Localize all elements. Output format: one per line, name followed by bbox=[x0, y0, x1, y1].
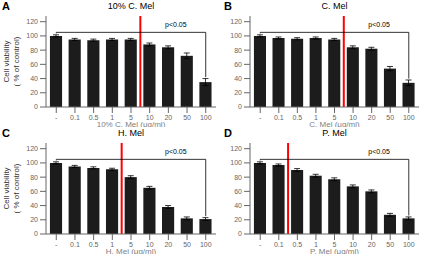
svg-text:Cell viability( % of control): Cell viability( % of control) bbox=[2, 163, 21, 213]
svg-text:20: 20 bbox=[368, 241, 376, 248]
svg-text:80: 80 bbox=[234, 174, 242, 181]
svg-text:p<0.05: p<0.05 bbox=[165, 21, 187, 29]
svg-text:60: 60 bbox=[30, 61, 38, 68]
svg-text:0.5: 0.5 bbox=[89, 241, 99, 248]
svg-text:5: 5 bbox=[129, 114, 133, 121]
svg-text:10: 10 bbox=[145, 241, 154, 248]
svg-text:40: 40 bbox=[30, 75, 38, 82]
svg-text:120: 120 bbox=[230, 145, 242, 152]
svg-text:Cell viability( % of control): Cell viability( % of control) bbox=[2, 36, 21, 86]
svg-text:0.1: 0.1 bbox=[274, 241, 284, 248]
svg-text:40: 40 bbox=[234, 75, 242, 82]
svg-text:1: 1 bbox=[110, 241, 115, 248]
svg-text:10: 10 bbox=[349, 241, 357, 248]
svg-text:100: 100 bbox=[26, 159, 38, 166]
svg-text:5: 5 bbox=[332, 114, 337, 121]
svg-text:1: 1 bbox=[314, 114, 318, 121]
svg-text:0: 0 bbox=[238, 103, 242, 110]
svg-text:20: 20 bbox=[368, 114, 376, 121]
svg-text:1: 1 bbox=[110, 114, 115, 121]
svg-text:0.1: 0.1 bbox=[70, 241, 80, 248]
svg-text:0.5: 0.5 bbox=[292, 241, 302, 248]
svg-text:80: 80 bbox=[30, 174, 38, 181]
svg-text:60: 60 bbox=[234, 188, 242, 195]
svg-text:0.1: 0.1 bbox=[274, 114, 284, 121]
svg-text:p<0.05: p<0.05 bbox=[368, 148, 390, 156]
html-text:H. Mel: H. Mel bbox=[118, 128, 144, 138]
svg-text:80: 80 bbox=[234, 47, 242, 54]
svg-text:-: - bbox=[55, 114, 58, 121]
svg-text:0: 0 bbox=[238, 230, 242, 237]
svg-text:50: 50 bbox=[386, 114, 394, 121]
svg-text:100: 100 bbox=[403, 114, 415, 121]
svg-text:0: 0 bbox=[34, 230, 38, 237]
svg-text:0.1: 0.1 bbox=[70, 114, 80, 121]
svg-text:120: 120 bbox=[26, 145, 38, 152]
svg-text:P. Mel (μg/ml): P. Mel (μg/ml) bbox=[310, 247, 359, 254]
svg-text:10: 10 bbox=[145, 114, 154, 121]
html-text:P. Mel: P. Mel bbox=[322, 128, 347, 138]
svg-text:100: 100 bbox=[200, 241, 212, 248]
svg-text:-: - bbox=[259, 241, 262, 248]
html-text:C: C bbox=[2, 127, 10, 139]
svg-text:5: 5 bbox=[332, 241, 337, 248]
svg-text:100: 100 bbox=[230, 32, 242, 39]
html-text:10% C. Mel: 10% C. Mel bbox=[107, 1, 155, 11]
svg-text:100: 100 bbox=[200, 114, 212, 121]
svg-text:20: 20 bbox=[30, 89, 38, 96]
svg-text:40: 40 bbox=[30, 202, 38, 209]
svg-text:p<0.05: p<0.05 bbox=[368, 21, 390, 29]
svg-text:60: 60 bbox=[234, 61, 242, 68]
svg-text:20: 20 bbox=[234, 216, 242, 223]
svg-text:C. Mel (μg/ml): C. Mel (μg/ml) bbox=[309, 120, 360, 127]
html-text:B: B bbox=[224, 0, 232, 12]
svg-text:100: 100 bbox=[230, 159, 242, 166]
svg-text:20: 20 bbox=[164, 114, 172, 121]
html-text:D: D bbox=[224, 127, 232, 139]
svg-text:50: 50 bbox=[183, 241, 191, 248]
svg-text:20: 20 bbox=[234, 89, 242, 96]
svg-text:40: 40 bbox=[234, 202, 242, 209]
svg-text:60: 60 bbox=[30, 188, 38, 195]
svg-text:-: - bbox=[55, 241, 58, 248]
svg-text:20: 20 bbox=[30, 216, 38, 223]
svg-text:20: 20 bbox=[164, 241, 172, 248]
html-text:C. Mel: C. Mel bbox=[321, 1, 348, 11]
svg-text:10: 10 bbox=[349, 114, 357, 121]
svg-text:H. Mel (μg/ml): H. Mel (μg/ml) bbox=[106, 247, 157, 254]
html-text:A: A bbox=[2, 0, 10, 12]
svg-text:120: 120 bbox=[26, 18, 38, 25]
svg-text:0: 0 bbox=[34, 103, 38, 110]
svg-text:-: - bbox=[259, 114, 262, 121]
svg-text:5: 5 bbox=[129, 241, 133, 248]
svg-text:p<0.05: p<0.05 bbox=[165, 148, 187, 156]
svg-text:0.5: 0.5 bbox=[292, 114, 302, 121]
svg-text:50: 50 bbox=[183, 114, 191, 121]
svg-text:10% C. Mel (μg/ml): 10% C. Mel (μg/ml) bbox=[97, 120, 166, 127]
svg-text:100: 100 bbox=[403, 241, 415, 248]
svg-text:0.5: 0.5 bbox=[88, 114, 99, 121]
svg-text:80: 80 bbox=[30, 47, 38, 54]
svg-text:50: 50 bbox=[386, 241, 394, 248]
svg-text:120: 120 bbox=[230, 18, 242, 25]
svg-text:100: 100 bbox=[26, 32, 38, 39]
svg-text:1: 1 bbox=[314, 241, 318, 248]
